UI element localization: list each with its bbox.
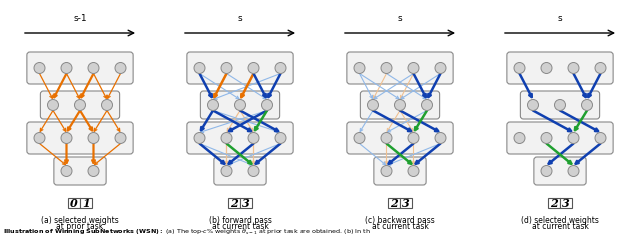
Ellipse shape (514, 62, 525, 73)
Text: 3: 3 (242, 198, 250, 208)
Ellipse shape (435, 132, 446, 144)
Ellipse shape (262, 99, 273, 111)
FancyBboxPatch shape (200, 91, 280, 119)
Ellipse shape (207, 99, 218, 111)
FancyBboxPatch shape (360, 91, 440, 119)
Ellipse shape (61, 62, 72, 73)
FancyBboxPatch shape (388, 198, 400, 208)
Text: (b) forward pass: (b) forward pass (209, 216, 271, 225)
Ellipse shape (248, 132, 259, 144)
FancyBboxPatch shape (40, 91, 120, 119)
Text: 3: 3 (402, 198, 410, 208)
Text: s: s (237, 14, 243, 23)
Text: at prior task: at prior task (56, 222, 104, 231)
FancyBboxPatch shape (240, 198, 252, 208)
FancyBboxPatch shape (560, 198, 572, 208)
Ellipse shape (595, 132, 606, 144)
FancyBboxPatch shape (27, 52, 133, 84)
Text: 3: 3 (562, 198, 570, 208)
Text: s: s (557, 14, 563, 23)
Text: 2: 2 (230, 198, 238, 208)
FancyBboxPatch shape (187, 122, 293, 154)
Ellipse shape (194, 62, 205, 73)
Text: $\bf{Illustration\ of\ Winning\ SubNetworks\ (WSN):}$ (a) The top-$c$% weights $: $\bf{Illustration\ of\ Winning\ SubNetwo… (3, 226, 371, 237)
Ellipse shape (435, 62, 446, 73)
Ellipse shape (221, 62, 232, 73)
Ellipse shape (595, 62, 606, 73)
Ellipse shape (367, 99, 378, 111)
Text: (c) backward pass: (c) backward pass (365, 216, 435, 225)
Text: s-1: s-1 (73, 14, 87, 23)
Ellipse shape (221, 132, 232, 144)
Ellipse shape (194, 132, 205, 144)
Ellipse shape (248, 165, 259, 176)
Ellipse shape (115, 62, 126, 73)
Ellipse shape (88, 62, 99, 73)
Ellipse shape (541, 165, 552, 176)
Ellipse shape (248, 62, 259, 73)
FancyBboxPatch shape (214, 157, 266, 185)
Ellipse shape (582, 99, 593, 111)
Ellipse shape (115, 132, 126, 144)
Ellipse shape (354, 132, 365, 144)
Text: 0: 0 (70, 198, 78, 208)
Ellipse shape (354, 62, 365, 73)
FancyBboxPatch shape (27, 122, 133, 154)
FancyBboxPatch shape (68, 198, 80, 208)
Ellipse shape (34, 62, 45, 73)
FancyBboxPatch shape (54, 157, 106, 185)
Text: (d) selected weights: (d) selected weights (521, 216, 599, 225)
Text: at current task: at current task (372, 222, 428, 231)
Ellipse shape (34, 132, 45, 144)
Ellipse shape (88, 165, 99, 176)
Ellipse shape (394, 99, 406, 111)
Ellipse shape (61, 132, 72, 144)
Ellipse shape (568, 132, 579, 144)
FancyBboxPatch shape (507, 52, 613, 84)
FancyBboxPatch shape (228, 198, 240, 208)
Ellipse shape (554, 99, 566, 111)
Ellipse shape (541, 132, 552, 144)
Ellipse shape (568, 165, 579, 176)
Ellipse shape (568, 62, 579, 73)
Ellipse shape (47, 99, 58, 111)
FancyBboxPatch shape (374, 157, 426, 185)
Text: 2: 2 (390, 198, 398, 208)
FancyBboxPatch shape (507, 122, 613, 154)
FancyBboxPatch shape (548, 198, 560, 208)
Ellipse shape (422, 99, 433, 111)
Ellipse shape (541, 62, 552, 73)
Ellipse shape (527, 99, 538, 111)
Ellipse shape (275, 132, 286, 144)
Ellipse shape (234, 99, 246, 111)
Ellipse shape (514, 132, 525, 144)
Text: s: s (397, 14, 403, 23)
FancyBboxPatch shape (400, 198, 412, 208)
Ellipse shape (102, 99, 113, 111)
Ellipse shape (275, 62, 286, 73)
Ellipse shape (61, 165, 72, 176)
Ellipse shape (408, 165, 419, 176)
FancyBboxPatch shape (80, 198, 92, 208)
Ellipse shape (221, 165, 232, 176)
Ellipse shape (381, 132, 392, 144)
Text: (a) selected weights: (a) selected weights (41, 216, 119, 225)
Ellipse shape (408, 62, 419, 73)
Text: at current task: at current task (212, 222, 268, 231)
FancyBboxPatch shape (520, 91, 600, 119)
Ellipse shape (381, 165, 392, 176)
FancyBboxPatch shape (534, 157, 586, 185)
FancyBboxPatch shape (187, 52, 293, 84)
Ellipse shape (381, 62, 392, 73)
Ellipse shape (408, 132, 419, 144)
Text: 2: 2 (550, 198, 558, 208)
Ellipse shape (74, 99, 86, 111)
Ellipse shape (88, 132, 99, 144)
FancyBboxPatch shape (347, 122, 453, 154)
Text: at current task: at current task (532, 222, 588, 231)
FancyBboxPatch shape (347, 52, 453, 84)
Text: 1: 1 (82, 198, 90, 208)
